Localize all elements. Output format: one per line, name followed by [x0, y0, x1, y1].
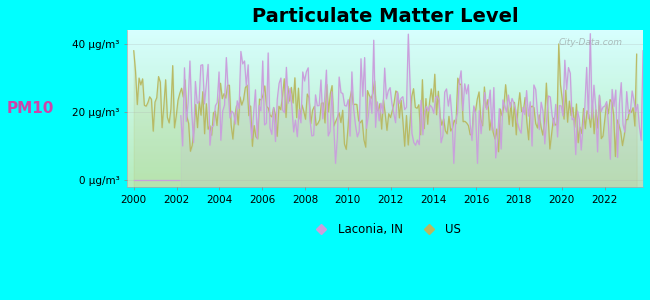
Y-axis label: PM10: PM10	[7, 101, 55, 116]
Text: City-Data.com: City-Data.com	[558, 38, 623, 47]
Legend: Laconia, IN, US: Laconia, IN, US	[305, 218, 466, 241]
Title: Particulate Matter Level: Particulate Matter Level	[252, 7, 519, 26]
